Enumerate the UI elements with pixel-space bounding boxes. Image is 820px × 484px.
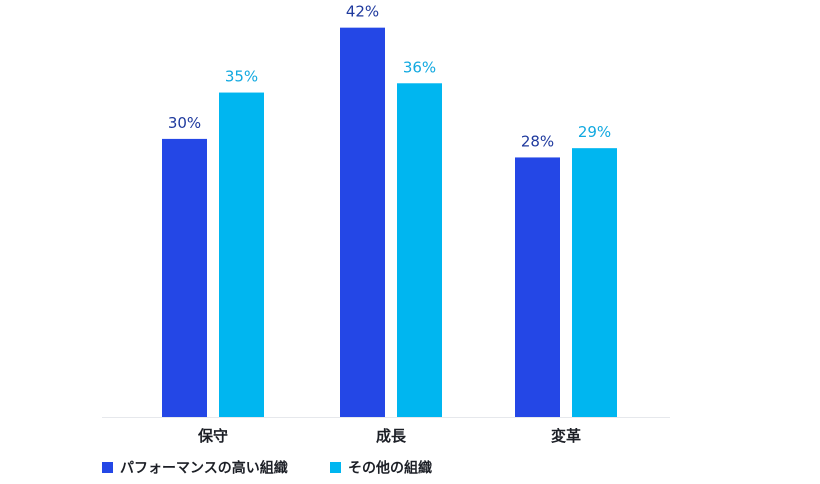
- legend-swatch: [330, 462, 341, 473]
- data-label: 36%: [403, 58, 436, 76]
- bar-other-2: [572, 148, 617, 418]
- bar-other-0: [219, 92, 264, 418]
- x-tick-label: 成長: [376, 427, 407, 445]
- legend-swatch: [102, 462, 113, 473]
- bar-high-performance-1: [340, 27, 385, 417]
- data-label: 42%: [346, 3, 379, 21]
- x-tick-label: 変革: [551, 427, 581, 445]
- data-label: 30%: [168, 114, 201, 132]
- data-label: 35%: [225, 68, 258, 86]
- data-label: 29%: [578, 123, 611, 141]
- x-tick-label: 保守: [197, 427, 228, 445]
- bar-high-performance-2: [515, 157, 560, 417]
- bar-other-1: [397, 83, 442, 417]
- bar-high-performance-0: [162, 138, 207, 417]
- legend-label: その他の組織: [348, 460, 432, 477]
- legend-label: パフォーマンスの高い組織: [120, 460, 288, 477]
- data-label: 28%: [521, 132, 554, 150]
